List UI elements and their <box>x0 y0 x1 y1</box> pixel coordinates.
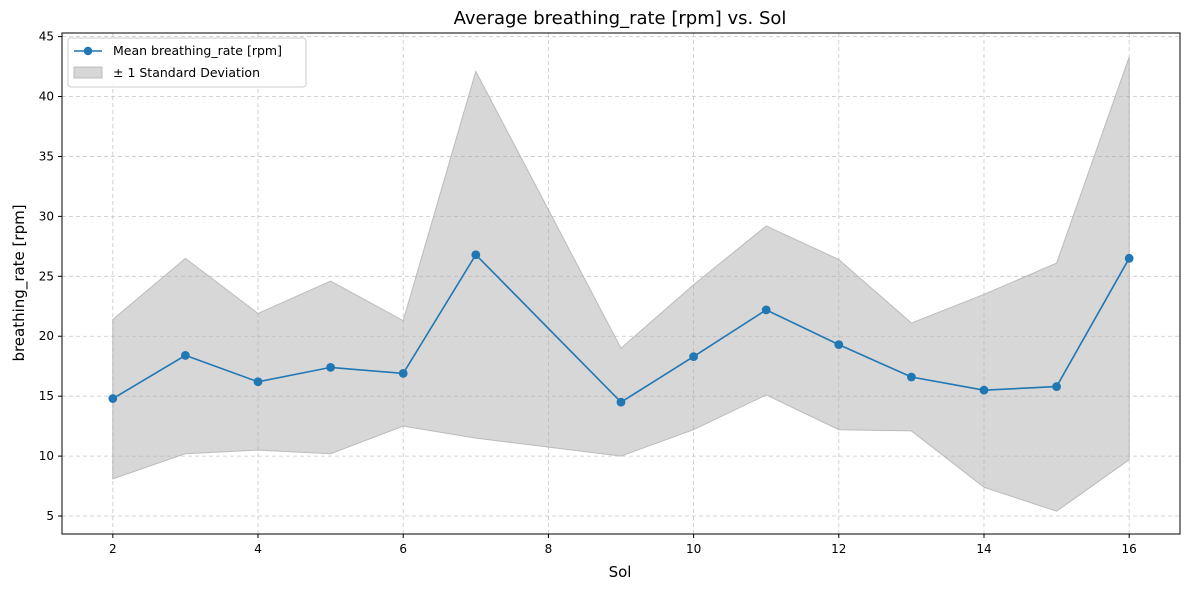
mean-data-point <box>979 385 989 395</box>
mean-data-point <box>181 351 190 360</box>
mean-data-point <box>761 305 771 315</box>
plot-frame <box>61 32 1181 535</box>
mean-data-point <box>906 372 916 382</box>
y-tick-label: 20 <box>39 329 54 343</box>
x-axis-label: Sol <box>609 563 632 581</box>
std-band <box>112 56 1130 512</box>
mean-data-point <box>253 377 263 387</box>
mean-data-point <box>834 340 844 350</box>
x-tick-label: 6 <box>399 542 407 556</box>
mean-series-line <box>112 253 1130 404</box>
x-tick-label: 10 <box>686 542 701 556</box>
legend-band-swatch <box>73 66 103 79</box>
mean-line <box>112 253 1130 404</box>
legend-box <box>67 37 307 88</box>
mean-data-point <box>616 397 626 407</box>
y-tick-label: 30 <box>39 209 54 223</box>
x-tick-label: 8 <box>545 542 553 556</box>
y-axis-ticks: 5 10 15 20 25 30 35 40 45 <box>39 30 62 523</box>
y-tick-label: 25 <box>39 269 54 283</box>
std-band-area <box>112 56 1130 512</box>
y-tick-label: 35 <box>39 149 54 163</box>
y-tick-label: 45 <box>39 30 54 44</box>
chart-title: Average breathing_rate [rpm] vs. Sol <box>454 8 787 29</box>
mean-data-point <box>471 250 481 260</box>
mean-data-point <box>108 394 118 403</box>
legend-mean-label: Mean breathing_rate [rpm] <box>113 43 282 58</box>
legend-band-label: ± 1 Standard Deviation <box>113 65 260 80</box>
x-axis-ticks: 2 4 6 8 10 12 14 16 <box>109 534 1137 556</box>
mean-data-point <box>1052 382 1061 391</box>
y-axis-label: breathing_rate [rpm] <box>10 204 29 361</box>
x-tick-label: 4 <box>254 542 262 556</box>
x-tick-label: 14 <box>976 542 991 556</box>
x-tick-label: 12 <box>831 542 846 556</box>
mean-points <box>108 250 1134 407</box>
legend-marker-swatch <box>83 46 93 56</box>
y-tick-label: 10 <box>39 449 54 463</box>
mean-data-point <box>398 368 408 378</box>
y-tick-label: 40 <box>39 90 54 104</box>
y-tick-label: 15 <box>39 389 54 403</box>
x-tick-label: 16 <box>1122 542 1137 556</box>
mean-data-point <box>689 352 698 362</box>
x-tick-label: 2 <box>109 542 117 556</box>
y-tick-label: 5 <box>46 509 54 523</box>
mean-data-point <box>326 362 336 372</box>
mean-data-point <box>1124 253 1134 263</box>
legend: Mean breathing_rate [rpm] ± 1 Standard D… <box>67 37 307 88</box>
